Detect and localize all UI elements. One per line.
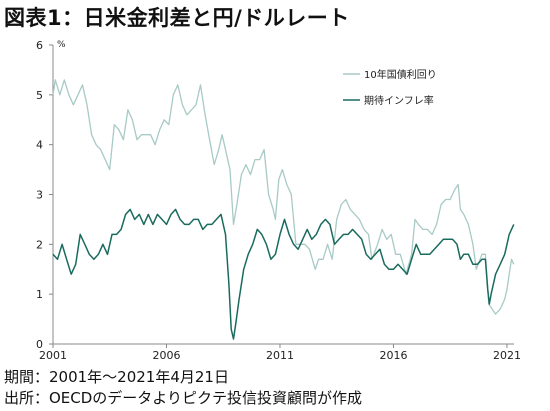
y-tick-label: 3 (36, 189, 43, 202)
x-axis: 2001 2006 2011 2016 2021 (39, 343, 521, 362)
series-line-nominal-yield (52, 79, 515, 315)
y-tick-label: 2 (36, 238, 43, 251)
period-note: 期間：2001年～2021年4月21日 (4, 368, 229, 386)
x-tick-label: 2001 (39, 349, 67, 362)
y-tick-label: 4 (36, 139, 43, 152)
y-axis: 0 1 2 3 4 5 6% (36, 39, 66, 351)
legend-label: 10年国債利回り (364, 68, 437, 81)
x-tick-label: 2011 (266, 349, 294, 362)
series-line-inflation-expectation (52, 208, 515, 340)
source-note: 出所：OECDのデータよりピクテ投信投資顧問が作成 (4, 389, 363, 407)
x-tick-label: 2006 (152, 349, 180, 362)
y-tick-label: 0 (36, 338, 43, 351)
y-unit-label: % (57, 40, 66, 50)
y-tick-label: 6 (36, 39, 43, 52)
x-tick-label: 2021 (493, 349, 521, 362)
y-tick-label: 5 (36, 89, 43, 102)
series-layer (52, 79, 515, 340)
legend-label: 期待インフレ率 (364, 94, 434, 107)
x-tick-label: 2016 (379, 349, 407, 362)
y-tick-label: 1 (36, 288, 43, 301)
page-title: 図表1：日米金利差と円/ドルレート (4, 6, 350, 30)
